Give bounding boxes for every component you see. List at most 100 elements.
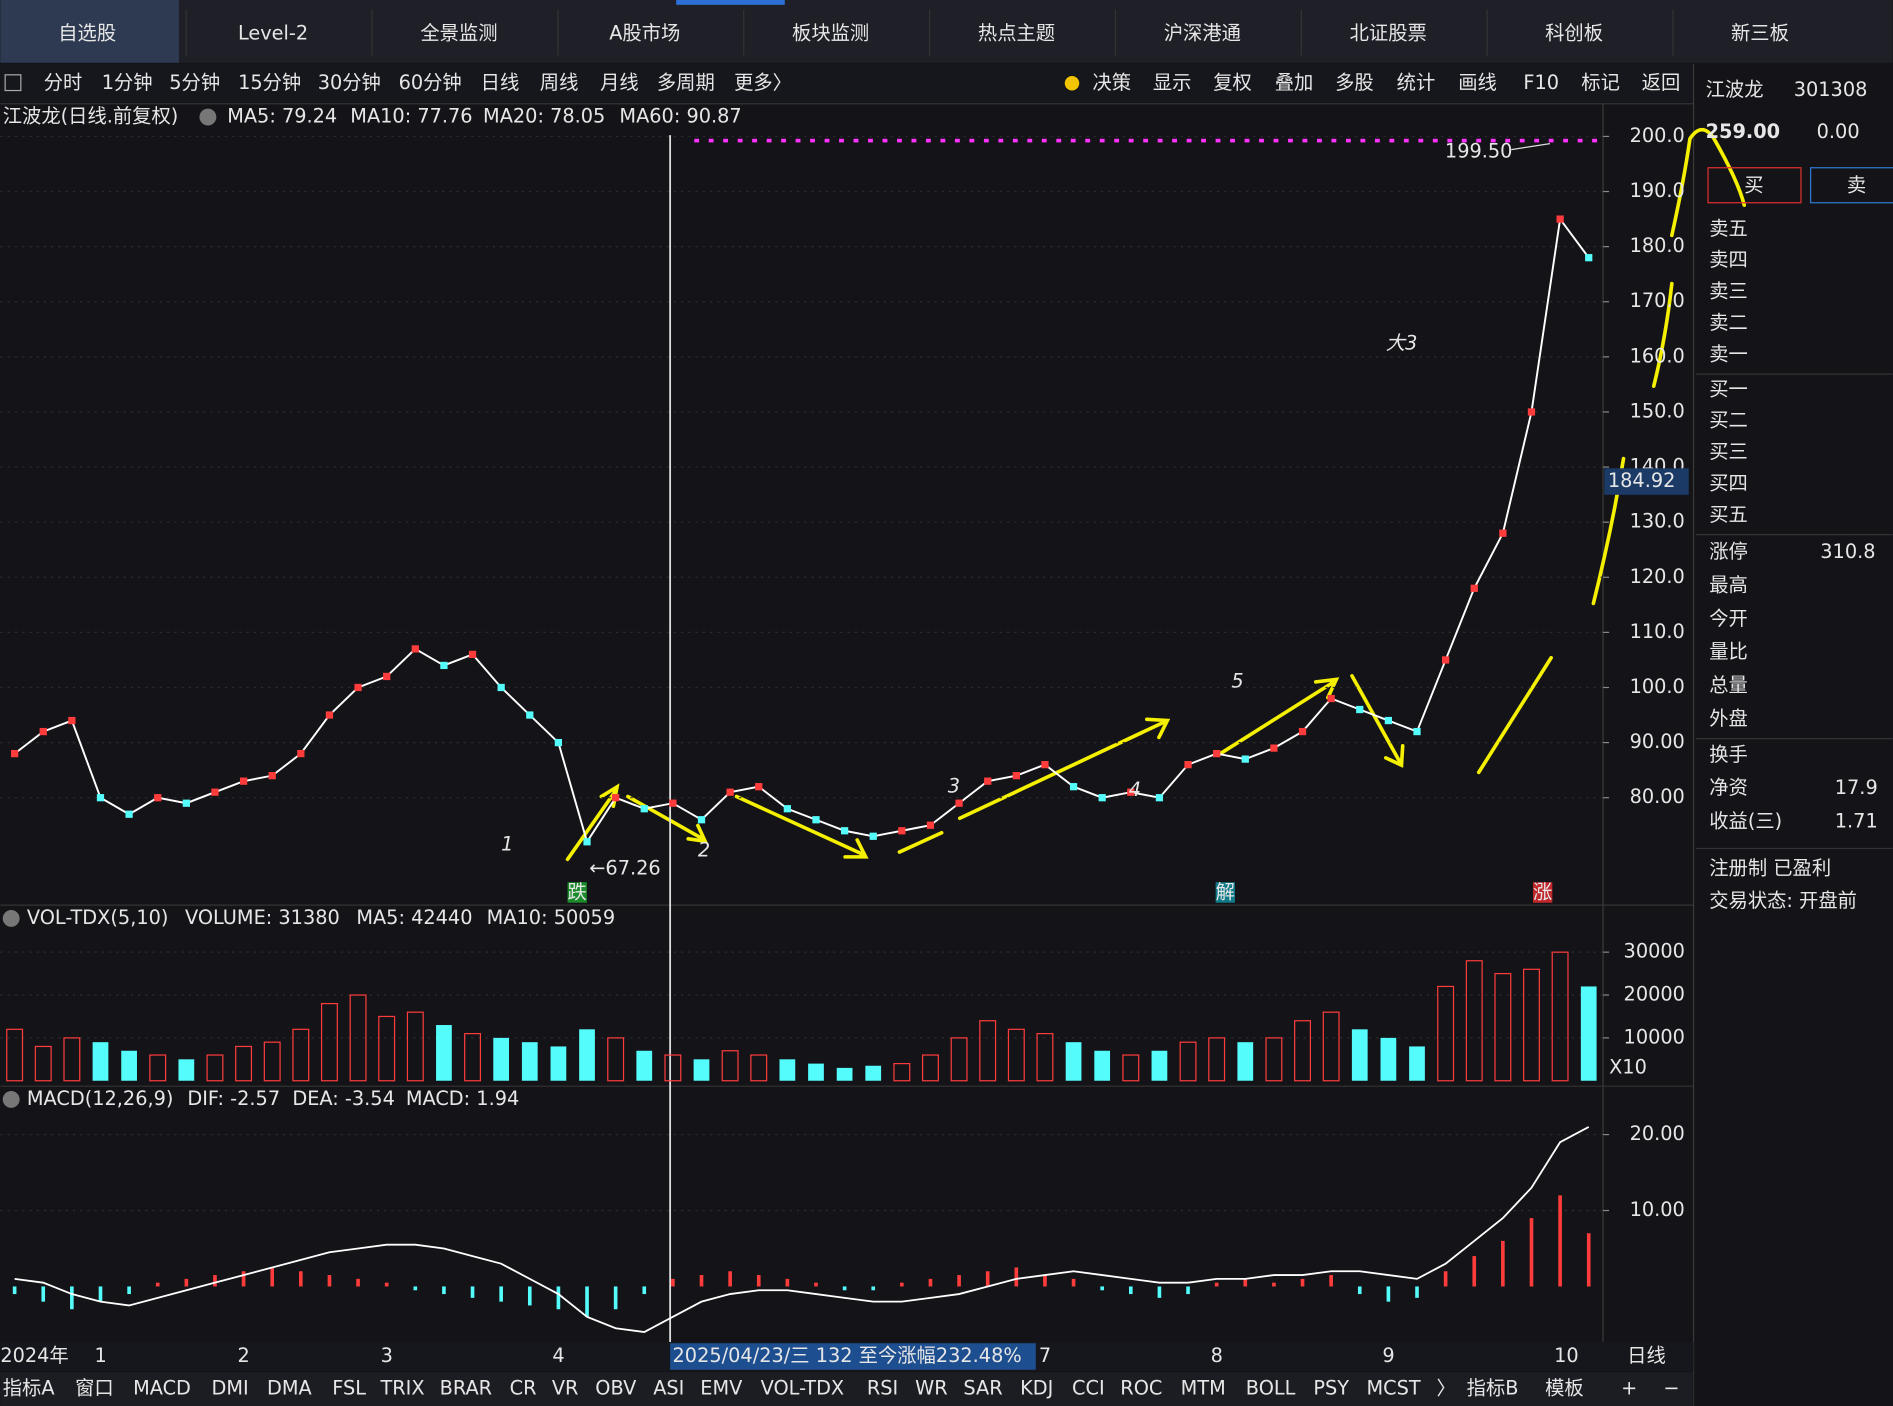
volume-bar bbox=[1237, 1042, 1254, 1081]
tool-button[interactable]: 决策 bbox=[1093, 71, 1132, 94]
volume-bar bbox=[1494, 972, 1512, 1082]
tab[interactable]: 全景监测 bbox=[420, 21, 497, 44]
period-button[interactable]: 分时 bbox=[44, 71, 83, 94]
settings-icon[interactable] bbox=[2, 1091, 20, 1108]
tab[interactable]: 沪深港通 bbox=[1164, 21, 1241, 44]
indicator-tab[interactable]: KDJ bbox=[1020, 1377, 1053, 1400]
close-marker bbox=[497, 683, 505, 692]
indicator-tab[interactable]: 指标B bbox=[1467, 1377, 1519, 1400]
close-marker bbox=[697, 816, 706, 824]
tool-button[interactable]: 叠加 bbox=[1275, 71, 1314, 94]
sell-button[interactable] bbox=[1810, 167, 1893, 204]
tab[interactable]: 热点主题 bbox=[978, 21, 1055, 44]
tab[interactable]: 新三板 bbox=[1731, 21, 1789, 44]
tab[interactable]: 自选股 bbox=[58, 21, 116, 44]
settings-icon[interactable] bbox=[199, 108, 217, 126]
sell-label[interactable]: 卖 bbox=[1847, 173, 1866, 196]
signal-dot bbox=[853, 138, 859, 143]
indicator-tab[interactable]: VOL-TDX bbox=[761, 1377, 845, 1400]
tab[interactable]: Level-2 bbox=[238, 21, 308, 44]
x-tick-label: 2 bbox=[238, 1344, 250, 1367]
close-marker bbox=[526, 711, 534, 719]
tab[interactable]: 科创板 bbox=[1545, 21, 1603, 44]
signal-dot bbox=[1201, 138, 1206, 143]
close-marker bbox=[1527, 408, 1536, 416]
settings-icon[interactable] bbox=[2, 909, 20, 927]
period-button[interactable]: 月线 bbox=[600, 71, 639, 94]
close-marker bbox=[211, 788, 219, 796]
indicator-tab[interactable]: BRAR bbox=[440, 1377, 492, 1400]
indicator-tab[interactable]: 〉 bbox=[1436, 1377, 1455, 1400]
buy-label[interactable]: 买 bbox=[1744, 173, 1763, 196]
y-tick-label: 170.0 bbox=[1630, 289, 1685, 312]
volume-bar bbox=[1294, 1020, 1311, 1082]
indicator-tab[interactable]: BOLL bbox=[1246, 1377, 1296, 1400]
signal-dot bbox=[1577, 138, 1583, 143]
indicator-tab[interactable]: VR bbox=[552, 1377, 579, 1400]
signal-dot bbox=[1186, 138, 1192, 143]
period-button[interactable]: 日线 bbox=[481, 71, 520, 94]
signal-dot bbox=[1563, 138, 1569, 143]
tool-button[interactable]: 统计 bbox=[1397, 71, 1436, 94]
volume-bar bbox=[349, 994, 367, 1082]
indicator-tab[interactable]: ROC bbox=[1120, 1377, 1162, 1400]
tool-button[interactable]: 返回 bbox=[1642, 71, 1681, 94]
tool-button[interactable]: F10 bbox=[1523, 71, 1559, 94]
indicator-tab[interactable]: DMI bbox=[212, 1377, 249, 1400]
indicator-tab[interactable]: 模板 bbox=[1545, 1377, 1584, 1400]
event-marker[interactable] bbox=[567, 882, 587, 903]
indicator-tab[interactable]: CCI bbox=[1072, 1377, 1105, 1400]
indicator-tab[interactable]: WR bbox=[915, 1377, 947, 1400]
period-button[interactable]: 15分钟 bbox=[238, 71, 301, 94]
volume-bar bbox=[664, 1054, 682, 1082]
indicator-tab[interactable]: TRIX bbox=[379, 1377, 424, 1400]
tool-button[interactable]: 复权 bbox=[1213, 71, 1252, 94]
signal-dot bbox=[839, 138, 844, 143]
buy-button[interactable] bbox=[1707, 167, 1802, 204]
indicator-tab[interactable]: FSL bbox=[332, 1377, 366, 1400]
indicator-tab[interactable]: PSY bbox=[1313, 1377, 1349, 1400]
tool-button[interactable]: 标记 bbox=[1581, 71, 1620, 94]
last-price: 259.00 bbox=[1706, 120, 1780, 143]
period-button[interactable]: 60分钟 bbox=[399, 71, 462, 94]
signal-dot bbox=[723, 138, 729, 143]
indicator-tab[interactable]: MCST bbox=[1366, 1377, 1420, 1400]
crosshair-date-box bbox=[670, 1343, 1036, 1370]
toggle-icon[interactable] bbox=[4, 74, 22, 92]
period-button[interactable]: 30分钟 bbox=[318, 71, 381, 94]
period-button[interactable]: 5分钟 bbox=[169, 71, 220, 94]
event-marker[interactable] bbox=[1533, 882, 1553, 903]
indicator-tab[interactable]: MTM bbox=[1181, 1377, 1226, 1400]
volume-bar bbox=[921, 1054, 939, 1082]
indicator-tab[interactable]: OBV bbox=[595, 1377, 637, 1400]
hand-stroke bbox=[1476, 655, 1553, 775]
tool-button[interactable]: 显示 bbox=[1153, 71, 1192, 94]
period-button[interactable]: 周线 bbox=[540, 71, 579, 94]
period-button[interactable]: 1分钟 bbox=[102, 71, 153, 94]
indicator-tab[interactable]: RSI bbox=[867, 1377, 898, 1400]
signal-dot bbox=[1360, 138, 1366, 143]
volume-bar bbox=[521, 1042, 538, 1081]
period-button[interactable]: 多周期 bbox=[657, 71, 715, 94]
indicator-tab[interactable]: MACD bbox=[133, 1377, 191, 1400]
indicator-tab[interactable]: 指标A bbox=[3, 1377, 56, 1400]
tool-button[interactable]: 画线 bbox=[1458, 71, 1497, 94]
tool-button[interactable]: 多股 bbox=[1335, 71, 1374, 94]
indicator-tab[interactable]: SAR bbox=[963, 1377, 1002, 1400]
close-marker bbox=[1356, 705, 1364, 714]
tab[interactable]: 板块监测 bbox=[792, 21, 869, 44]
indicator-tab[interactable]: 窗口 bbox=[75, 1377, 114, 1400]
indicator-tab[interactable]: − bbox=[1663, 1377, 1679, 1400]
signal-dot bbox=[766, 138, 772, 143]
event-marker[interactable] bbox=[1215, 882, 1235, 903]
indicator-tab[interactable]: EMV bbox=[700, 1377, 743, 1400]
tab[interactable]: A股市场 bbox=[609, 21, 680, 44]
pointer bbox=[1511, 143, 1551, 151]
hand-arrow bbox=[626, 794, 709, 844]
indicator-tab[interactable]: + bbox=[1621, 1377, 1637, 1400]
indicator-tab[interactable]: DMA bbox=[267, 1377, 313, 1400]
period-button[interactable]: 更多〉 bbox=[734, 71, 792, 94]
indicator-tab[interactable]: ASI bbox=[653, 1377, 684, 1400]
indicator-tab[interactable]: CR bbox=[510, 1377, 537, 1400]
tab[interactable]: 北证股票 bbox=[1350, 21, 1427, 44]
